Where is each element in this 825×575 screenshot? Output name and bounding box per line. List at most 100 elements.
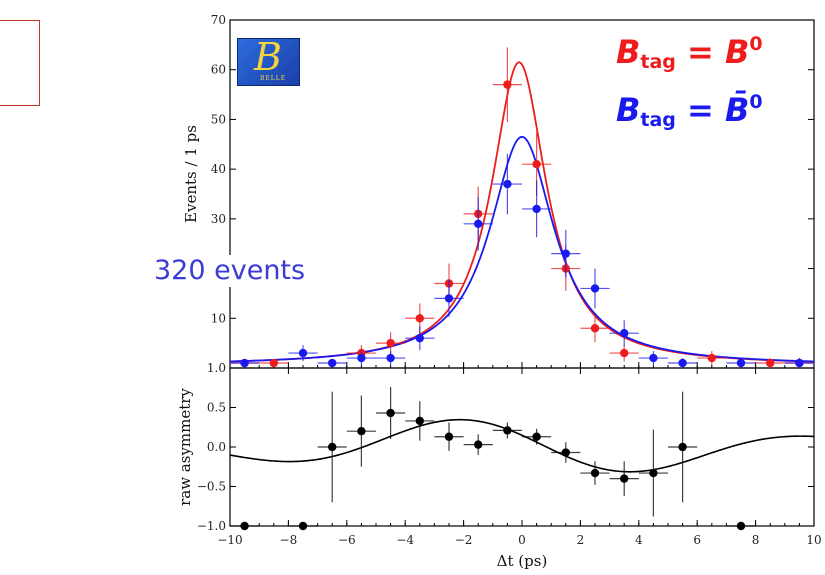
y-tick-label: 50 xyxy=(211,112,226,126)
marker xyxy=(328,358,337,368)
marker xyxy=(561,448,570,457)
data-point xyxy=(405,326,435,351)
data-point xyxy=(346,351,376,366)
marker xyxy=(503,80,512,89)
data-point xyxy=(346,395,376,467)
data-point xyxy=(726,521,756,531)
data-point xyxy=(492,153,522,215)
data-point xyxy=(434,422,464,451)
y-tick-label: 0.5 xyxy=(207,401,226,415)
marker xyxy=(649,468,658,478)
data-point xyxy=(609,344,639,362)
marker xyxy=(357,353,366,363)
data-point xyxy=(551,229,581,278)
marker xyxy=(357,427,366,436)
x-tick-label: 10 xyxy=(806,533,821,547)
marker xyxy=(328,442,337,452)
points-layer xyxy=(230,47,814,531)
data-point xyxy=(376,332,406,355)
y-tick-label: −1.0 xyxy=(197,519,226,533)
marker xyxy=(298,521,308,531)
y-tick-label: 10 xyxy=(211,311,226,325)
bottom-y-axis-label: raw asymmetry xyxy=(176,388,194,506)
legend-entry-b0: Btag = B0 xyxy=(616,33,763,73)
marker xyxy=(386,408,395,418)
marker xyxy=(532,159,541,169)
data-point xyxy=(317,358,347,368)
marker xyxy=(298,348,308,358)
data-point xyxy=(609,320,639,347)
x-tick-label: −2 xyxy=(455,533,473,547)
marker xyxy=(415,314,424,323)
marker xyxy=(590,284,600,293)
data-point xyxy=(668,391,698,503)
marker xyxy=(795,358,804,368)
marker xyxy=(736,358,746,368)
data-point xyxy=(230,521,260,531)
marker xyxy=(678,358,687,368)
marker xyxy=(444,294,454,303)
marker xyxy=(240,358,249,368)
marker xyxy=(532,204,541,214)
belle-logo: B BELLE xyxy=(237,35,300,86)
fit-curve xyxy=(229,135,815,363)
x-tick-label: −10 xyxy=(217,533,242,547)
data-point xyxy=(580,314,610,343)
marker xyxy=(620,474,629,483)
marker xyxy=(240,521,249,531)
marker xyxy=(590,324,600,333)
legend: Btag = B0 Btag = B̄0 xyxy=(616,24,763,140)
marker xyxy=(474,440,483,449)
marker xyxy=(649,353,658,363)
data-point xyxy=(405,401,435,441)
curves-layer xyxy=(229,61,815,473)
data-point xyxy=(668,358,698,368)
y-tick-label: 40 xyxy=(211,162,226,176)
y-tick-label: 70 xyxy=(211,13,226,27)
marker xyxy=(386,338,395,348)
data-point xyxy=(376,386,406,440)
event-count-label: 320 events xyxy=(152,255,308,287)
data-point xyxy=(230,358,260,368)
data-point xyxy=(405,303,435,334)
x-tick-label: 2 xyxy=(577,533,585,547)
data-point xyxy=(492,47,522,122)
data-point xyxy=(784,358,814,368)
data-point xyxy=(551,442,581,463)
marker xyxy=(707,353,716,363)
marker xyxy=(474,219,483,229)
x-axis-label: Δt (ps) xyxy=(497,552,548,570)
marker xyxy=(444,432,454,441)
x-tick-label: −4 xyxy=(396,533,414,547)
data-point xyxy=(638,351,668,366)
x-tick-label: 6 xyxy=(693,533,701,547)
marker xyxy=(620,329,629,338)
x-tick-label: −8 xyxy=(280,533,298,547)
asymmetry-fit-curve xyxy=(229,418,815,473)
data-point xyxy=(434,280,464,317)
marker xyxy=(590,468,600,478)
data-point xyxy=(376,351,406,366)
y-tick-label: 30 xyxy=(211,212,226,226)
x-tick-label: 8 xyxy=(752,533,760,547)
y-tick-label: 1.0 xyxy=(207,361,226,375)
axis-text-layer: −10−8−6−4−2024681010203040506070−1.0−0.5… xyxy=(176,13,822,570)
marker xyxy=(766,358,775,368)
top-y-axis-label: Events / 1 ps xyxy=(182,125,200,223)
data-point xyxy=(726,358,756,368)
marker xyxy=(620,348,629,358)
data-point xyxy=(609,461,639,496)
axes-layer xyxy=(229,19,815,527)
data-point xyxy=(697,351,727,366)
marker xyxy=(386,353,395,363)
data-point xyxy=(317,391,347,503)
y-tick-label: 60 xyxy=(211,63,226,77)
red-frame-fragment xyxy=(0,20,40,106)
marker xyxy=(561,249,570,258)
data-point xyxy=(492,422,522,439)
data-point xyxy=(638,429,668,517)
data-point xyxy=(259,358,289,368)
data-point xyxy=(463,196,493,251)
